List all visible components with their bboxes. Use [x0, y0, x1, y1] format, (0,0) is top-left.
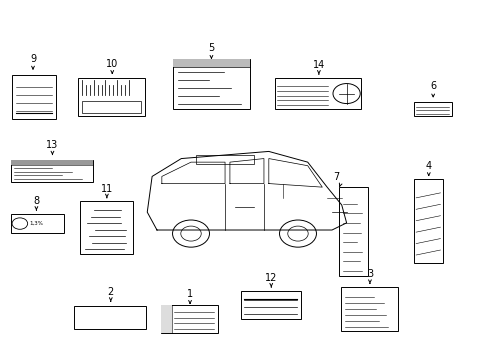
- Bar: [80, 202, 132, 254]
- Bar: [339, 187, 367, 276]
- Bar: [413, 179, 442, 263]
- Bar: [340, 287, 397, 331]
- Circle shape: [287, 226, 307, 241]
- Text: 9: 9: [30, 54, 36, 64]
- Text: 6: 6: [429, 81, 435, 91]
- Bar: [173, 59, 249, 67]
- Text: 7: 7: [332, 172, 338, 182]
- Bar: [11, 214, 63, 233]
- Bar: [173, 59, 249, 109]
- Bar: [82, 101, 141, 113]
- Bar: [11, 159, 93, 165]
- Bar: [78, 78, 145, 116]
- Bar: [12, 75, 56, 119]
- Circle shape: [12, 218, 28, 229]
- Text: 8: 8: [33, 196, 40, 206]
- Circle shape: [332, 84, 360, 104]
- Text: 4: 4: [425, 161, 431, 171]
- Circle shape: [279, 220, 316, 247]
- Bar: [274, 78, 361, 109]
- Bar: [11, 159, 93, 182]
- Bar: [240, 291, 300, 319]
- Text: 11: 11: [101, 184, 113, 194]
- Circle shape: [172, 220, 209, 247]
- Bar: [74, 306, 146, 329]
- Text: 12: 12: [264, 273, 277, 283]
- Text: 13: 13: [46, 140, 59, 150]
- Bar: [196, 155, 254, 164]
- Text: 5: 5: [208, 43, 214, 53]
- Text: 14: 14: [312, 60, 325, 70]
- Text: 1,3%: 1,3%: [30, 221, 43, 226]
- Bar: [413, 102, 451, 116]
- Bar: [161, 305, 218, 333]
- Text: 2: 2: [107, 287, 114, 297]
- Bar: [161, 305, 172, 333]
- Text: 3: 3: [366, 269, 372, 279]
- Text: 1: 1: [186, 289, 193, 298]
- Text: 10: 10: [106, 59, 118, 68]
- Circle shape: [181, 226, 201, 241]
